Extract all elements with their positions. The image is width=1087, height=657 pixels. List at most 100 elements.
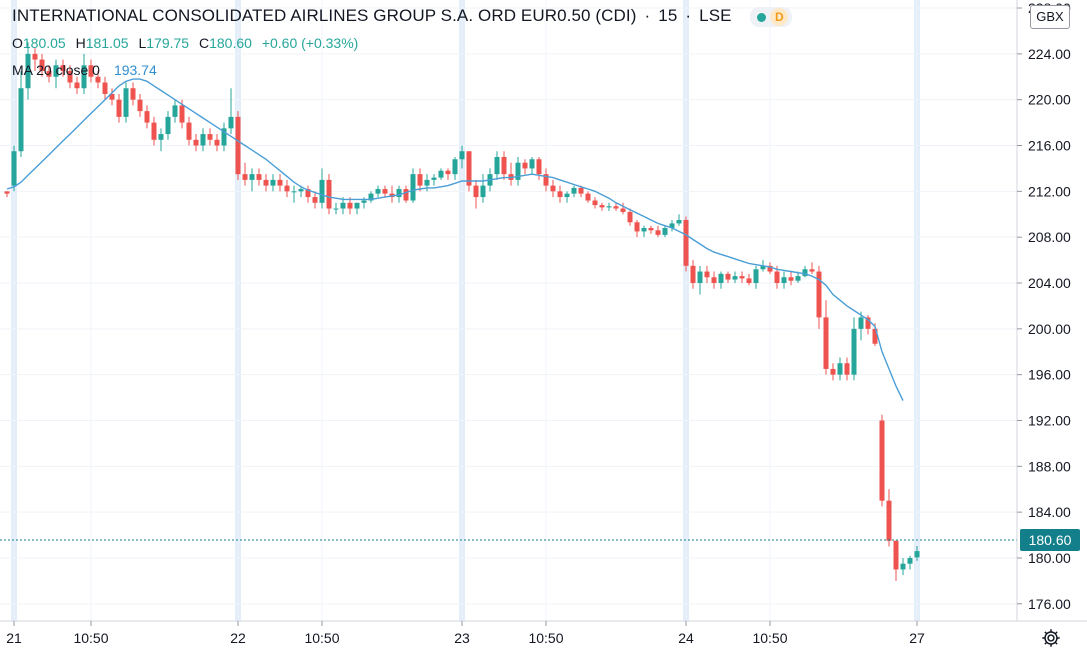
up-candle xyxy=(795,271,801,284)
up-candle xyxy=(851,317,857,381)
candle-body xyxy=(151,122,157,140)
time-tick-label: 23 xyxy=(454,630,470,646)
candle-body xyxy=(4,191,10,194)
candle-body xyxy=(277,179,283,186)
down-candle xyxy=(620,202,626,215)
up-candle xyxy=(438,168,444,180)
grid-lines xyxy=(0,0,1017,621)
candle-body xyxy=(193,139,199,146)
market-status[interactable]: D xyxy=(750,6,793,27)
candle-body xyxy=(438,170,444,178)
candle-body xyxy=(396,189,402,198)
down-candle xyxy=(60,59,66,77)
down-candle xyxy=(88,59,94,83)
change-value: +0.60 (+0.33%) xyxy=(261,35,359,51)
candle-body xyxy=(515,162,521,180)
price-tick-label: 208.00 xyxy=(1028,229,1071,245)
candle-body xyxy=(186,122,192,140)
candle-body xyxy=(571,187,577,194)
candle-body xyxy=(823,317,829,369)
up-candle xyxy=(669,219,675,232)
up-candle xyxy=(781,271,787,289)
down-candle xyxy=(613,202,619,211)
candle-body xyxy=(95,76,101,83)
up-candle xyxy=(564,191,570,203)
candle-body xyxy=(116,99,122,117)
down-candle xyxy=(284,179,290,198)
down-candle xyxy=(879,414,885,507)
candle-body xyxy=(25,53,31,89)
candle-body xyxy=(795,276,801,281)
down-candle xyxy=(648,225,654,234)
candle-body xyxy=(228,116,234,129)
candle-body xyxy=(312,197,318,203)
down-candle xyxy=(599,202,605,211)
interval-label[interactable]: 15 xyxy=(658,6,678,25)
candle-body xyxy=(858,317,864,329)
up-candle xyxy=(571,185,577,198)
up-candle xyxy=(494,151,500,180)
candle-body xyxy=(368,193,374,201)
delayed-data-badge: D xyxy=(770,8,789,27)
session-bands xyxy=(11,0,920,621)
candle-body xyxy=(410,174,416,201)
close-value: 180.60 xyxy=(209,35,252,51)
currency-button[interactable]: GBX xyxy=(1030,5,1070,29)
up-candle xyxy=(221,122,227,152)
candle-body xyxy=(200,134,206,146)
down-candle xyxy=(536,156,542,180)
down-candle xyxy=(116,93,122,123)
candle-body xyxy=(214,139,220,146)
gear-icon[interactable] xyxy=(1040,627,1062,649)
price-tick-label: 204.00 xyxy=(1028,275,1071,291)
candle-body xyxy=(893,540,899,570)
down-candle xyxy=(816,265,822,329)
up-candle xyxy=(158,128,164,152)
up-candle xyxy=(662,225,668,238)
down-candle xyxy=(277,174,283,192)
down-candle xyxy=(844,357,850,381)
candle-body xyxy=(165,116,171,135)
down-candle xyxy=(501,151,507,180)
down-candle xyxy=(193,134,199,152)
open-label: O xyxy=(12,35,23,51)
candle-body xyxy=(256,174,262,180)
down-candle xyxy=(543,168,549,192)
down-candle xyxy=(109,88,115,106)
candle-body xyxy=(305,189,311,198)
down-candle xyxy=(235,111,241,180)
down-candle xyxy=(725,271,731,284)
up-candle xyxy=(25,42,31,100)
down-candle xyxy=(382,185,388,198)
candle-body xyxy=(634,222,640,232)
down-candle xyxy=(886,489,892,547)
up-candle xyxy=(732,271,738,284)
symbol-title[interactable]: INTERNATIONAL CONSOLIDATED AIRLINES GROU… xyxy=(12,6,637,25)
down-candle xyxy=(130,82,136,106)
down-candle xyxy=(46,65,52,83)
down-candle xyxy=(830,363,836,381)
candle-body xyxy=(865,317,871,329)
candle-body xyxy=(11,151,17,186)
candle-body xyxy=(60,65,66,72)
up-candle xyxy=(606,202,612,211)
symbol-legend[interactable]: INTERNATIONAL CONSOLIDATED AIRLINES GROU… xyxy=(12,6,793,27)
candle-body xyxy=(662,228,668,235)
indicator-legend[interactable]: MA 20 close 0 193.74 xyxy=(12,62,157,78)
indicator-label[interactable]: MA 20 close 0 xyxy=(12,62,100,78)
candle-body xyxy=(242,174,248,180)
down-candle xyxy=(326,174,332,215)
down-candle xyxy=(95,71,101,89)
high-label: H xyxy=(75,35,86,51)
up-candle xyxy=(676,214,682,226)
time-tick-label: 24 xyxy=(678,630,694,646)
down-candle xyxy=(739,271,745,284)
up-candle xyxy=(452,156,458,180)
time-tick-label: 10:50 xyxy=(304,630,339,646)
moving-average-series xyxy=(6,78,904,401)
down-candle xyxy=(550,179,556,198)
price-tick-label: 180.00 xyxy=(1028,550,1071,566)
candle-body xyxy=(683,219,689,266)
candle-body xyxy=(137,99,143,112)
